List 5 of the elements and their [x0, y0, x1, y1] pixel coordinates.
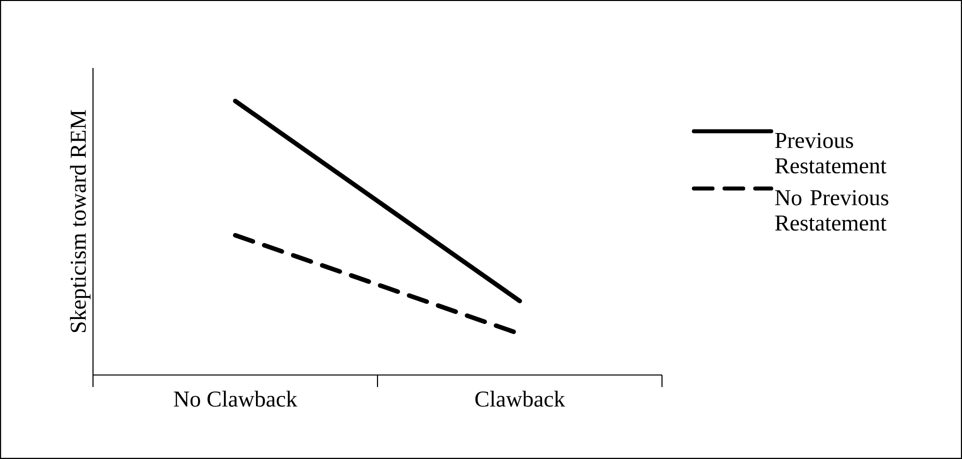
- x-tick-label: Clawback: [475, 390, 566, 407]
- text: Previous Restatement: [775, 132, 886, 174]
- x-tick-label: No Clawback: [174, 390, 298, 407]
- text: No Previous Restatement: [775, 190, 888, 231]
- y-axis-title: Skepticism toward REM: [70, 110, 91, 332]
